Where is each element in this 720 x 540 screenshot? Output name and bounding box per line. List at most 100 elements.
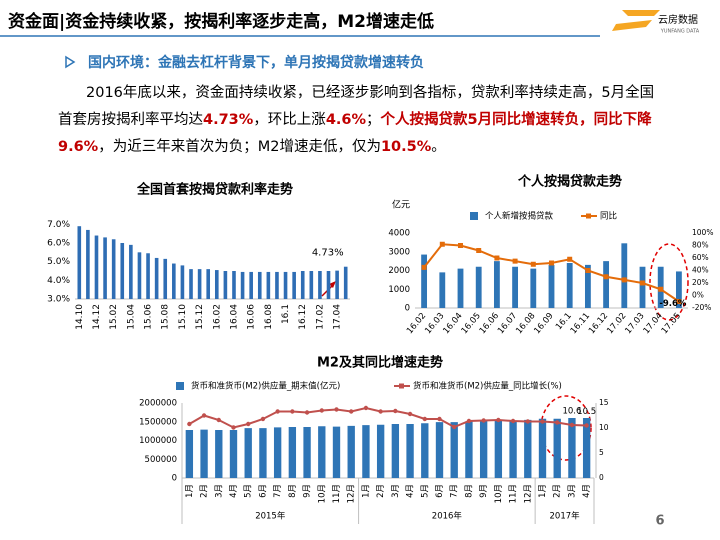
bar: [603, 261, 610, 308]
x-tick-label: 15.10: [178, 304, 188, 330]
y-tick-label: 1000: [388, 285, 410, 295]
y-axis-label: 亿元: [392, 199, 410, 211]
annotation-arrowhead: [329, 281, 336, 288]
y2-tick-label: -20%: [692, 303, 711, 312]
y-tick-label: 4000: [388, 229, 410, 239]
page-number: 6: [655, 514, 664, 529]
y-tick-label: 2000000: [139, 399, 177, 409]
y-tick-label: 0: [172, 474, 177, 484]
x-tick-label: 3月: [567, 484, 577, 498]
y-tick-label: 3000: [388, 247, 410, 257]
x-tick-label: 5月: [244, 484, 254, 498]
marker: [476, 248, 482, 253]
y2-tick-label: 80%: [692, 241, 709, 250]
y-tick-label: 500000: [145, 455, 177, 465]
bar: [146, 253, 150, 299]
bar: [189, 269, 193, 299]
y-tick-label: 0: [405, 304, 410, 314]
y2-tick-label: 20%: [692, 278, 709, 287]
bar: [185, 430, 194, 478]
x-tick-label: 15.04: [126, 304, 136, 330]
marker: [363, 405, 369, 411]
text: 。: [431, 139, 446, 155]
x-tick-label: 1月: [538, 484, 548, 498]
chart-title: 个人按揭贷款走势: [517, 174, 622, 190]
bullet-arrow: [65, 55, 76, 69]
marker: [439, 241, 445, 247]
marker: [567, 256, 573, 262]
text: ，为近三年来首次为负；M2增速走低，仅为: [98, 139, 381, 155]
x-tick-label: 4月: [229, 484, 239, 498]
bar: [450, 422, 458, 478]
x-tick-label: 16.12: [587, 311, 610, 336]
chart-title: M2及其同比增速走势: [317, 355, 443, 371]
x-tick-label: 10月: [494, 484, 504, 503]
x-tick-label: 10月: [317, 484, 327, 503]
x-tick-label: 16.04: [229, 304, 239, 330]
emphasis-text: 4.6%: [325, 112, 367, 128]
marker: [407, 411, 413, 417]
marker: [422, 416, 427, 422]
bar: [582, 418, 591, 478]
slide-title: 资金面|资金持续收紧，按揭利率逐步走高，M2增速走低: [8, 12, 434, 32]
marker: [658, 286, 664, 292]
x-tick-label: 3月: [214, 484, 224, 498]
bar: [137, 252, 142, 299]
x-tick-label: 16.07: [496, 311, 519, 336]
x-tick-label: 16.02: [405, 311, 428, 336]
bar: [439, 272, 446, 308]
bar: [214, 270, 219, 299]
marker: [496, 417, 501, 423]
x-tick-label: 16.1: [281, 304, 291, 324]
chart-title: 全国首套按揭贷款利率走势: [136, 182, 293, 198]
x-tick-label: 6月: [435, 484, 445, 498]
y-tick-label: 4.0%: [47, 276, 70, 286]
y-tick-label: 5.0%: [47, 257, 70, 267]
x-tick-label: 6月: [258, 484, 268, 498]
bar: [259, 428, 267, 478]
marker: [585, 268, 591, 273]
marker: [603, 274, 609, 280]
bar: [530, 268, 537, 308]
bar: [275, 271, 279, 299]
bar: [621, 243, 628, 308]
y2-tick-label: 40%: [692, 266, 709, 275]
bar: [421, 423, 429, 478]
bar: [292, 271, 296, 299]
y2-tick-label: 0: [599, 473, 604, 482]
x-tick-label: 8月: [288, 484, 298, 498]
marker: [640, 280, 645, 286]
line: [188, 406, 587, 429]
bar: [675, 271, 682, 308]
x-tick-label: 15.08: [161, 304, 171, 330]
data-label: 10.6: [562, 407, 581, 417]
x-tick-label: 16.04: [441, 311, 464, 336]
marker: [275, 409, 280, 414]
logo-text: 云房数据: [658, 13, 698, 26]
legend-label: 同比: [600, 211, 617, 222]
marker: [540, 419, 545, 424]
text: ，环比上涨: [253, 112, 326, 128]
marker: [231, 425, 236, 430]
x-tick-label: 17.04: [642, 311, 665, 336]
bar: [568, 418, 576, 478]
x-tick-label: 11月: [509, 484, 519, 503]
bar: [335, 270, 339, 299]
x-tick-label: 15.02: [109, 304, 119, 330]
marker: [452, 424, 457, 430]
x-tick-label: 5月: [420, 484, 430, 498]
bar: [180, 265, 185, 299]
text: 2016年底以来，资金面持续收紧，已经逐步影响到各指标，贷款利率持续走高，5月全…: [58, 85, 655, 128]
bar: [229, 430, 238, 478]
bar: [244, 428, 252, 478]
bar: [584, 264, 591, 308]
y2-tick-label: 60%: [692, 253, 709, 262]
bar: [300, 271, 305, 299]
bar: [548, 264, 555, 308]
legend-swatch: [470, 212, 478, 220]
paragraph: 2016年底以来，资金面持续收紧，已经逐步影响到各指标，贷款利率持续走高，5月全…: [58, 80, 658, 161]
marker: [260, 416, 266, 422]
x-tick-label: 9月: [479, 484, 489, 498]
marker: [621, 277, 627, 283]
bullet-heading: 国内环境：金融去杠杆背景下，单月按揭贷款增速转负: [88, 55, 424, 71]
